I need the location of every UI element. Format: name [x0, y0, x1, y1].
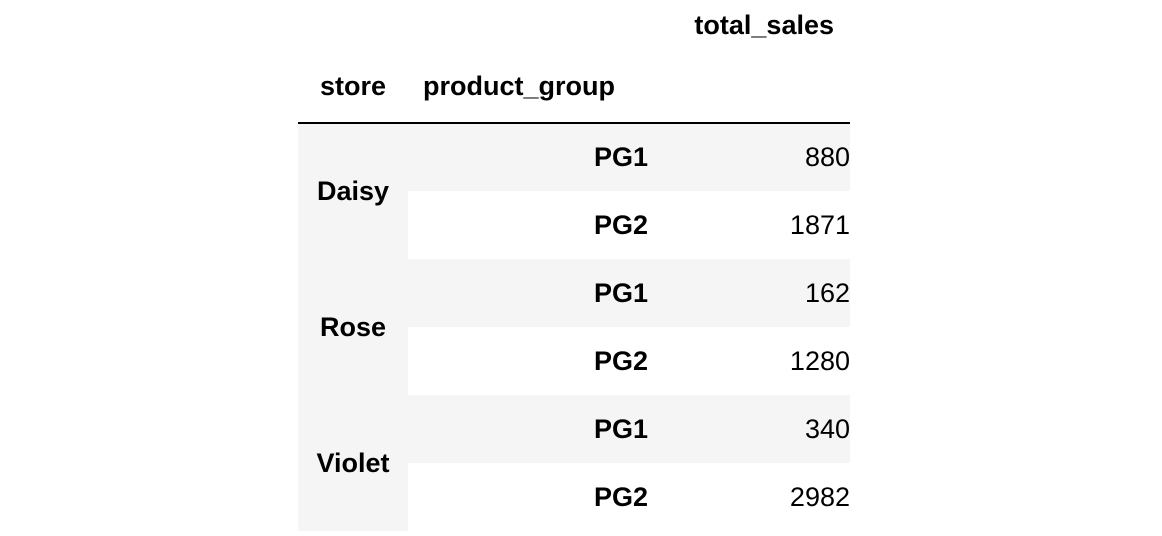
- table-row: Rose PG1 162: [298, 259, 850, 395]
- table-body: Daisy PG1 880 PG2 1871 Rose PG1 162 PG2 …: [298, 123, 850, 531]
- total-sales-cell: 1280: [648, 327, 850, 395]
- table-row: Daisy PG1 880: [298, 123, 850, 259]
- table-row: Violet PG1 340: [298, 395, 850, 531]
- table-row: PG2 2982: [298, 463, 850, 531]
- store-cell-daisy: Daisy: [298, 123, 408, 259]
- product-group-cell: PG2: [408, 191, 648, 259]
- header-blank-cell: [408, 0, 648, 50]
- dataframe-container: total_sales store product_group Daisy PG…: [298, 0, 850, 531]
- table-row: PG2 1871: [298, 191, 850, 259]
- column-header-total-sales: total_sales: [694, 9, 834, 40]
- total-sales-cell: 162: [648, 259, 850, 327]
- total-sales-cell: 1871: [648, 191, 850, 259]
- product-group-cell: PG1: [408, 395, 648, 463]
- total-sales-cell: 340: [648, 395, 850, 463]
- total-sales-cell: 2982: [648, 463, 850, 531]
- product-group-cell: PG2: [408, 327, 648, 395]
- header-row-columns: total_sales: [298, 0, 850, 50]
- index-header-store: store: [319, 70, 387, 101]
- header-row-index-names: store product_group: [298, 50, 850, 123]
- table-row: PG2 1280: [298, 327, 850, 395]
- table-header: total_sales store product_group: [298, 0, 850, 123]
- index-header-product-group: product_group: [423, 70, 615, 101]
- dataframe-table: total_sales store product_group Daisy PG…: [298, 0, 850, 531]
- header-blank-cell: [648, 50, 850, 123]
- total-sales-cell: 880: [648, 123, 850, 191]
- store-cell-rose: Rose: [298, 259, 408, 395]
- product-group-cell: PG2: [408, 463, 648, 531]
- header-blank-cell: [298, 0, 408, 50]
- store-cell-violet: Violet: [298, 395, 408, 531]
- product-group-cell: PG1: [408, 259, 648, 327]
- product-group-cell: PG1: [408, 123, 648, 191]
